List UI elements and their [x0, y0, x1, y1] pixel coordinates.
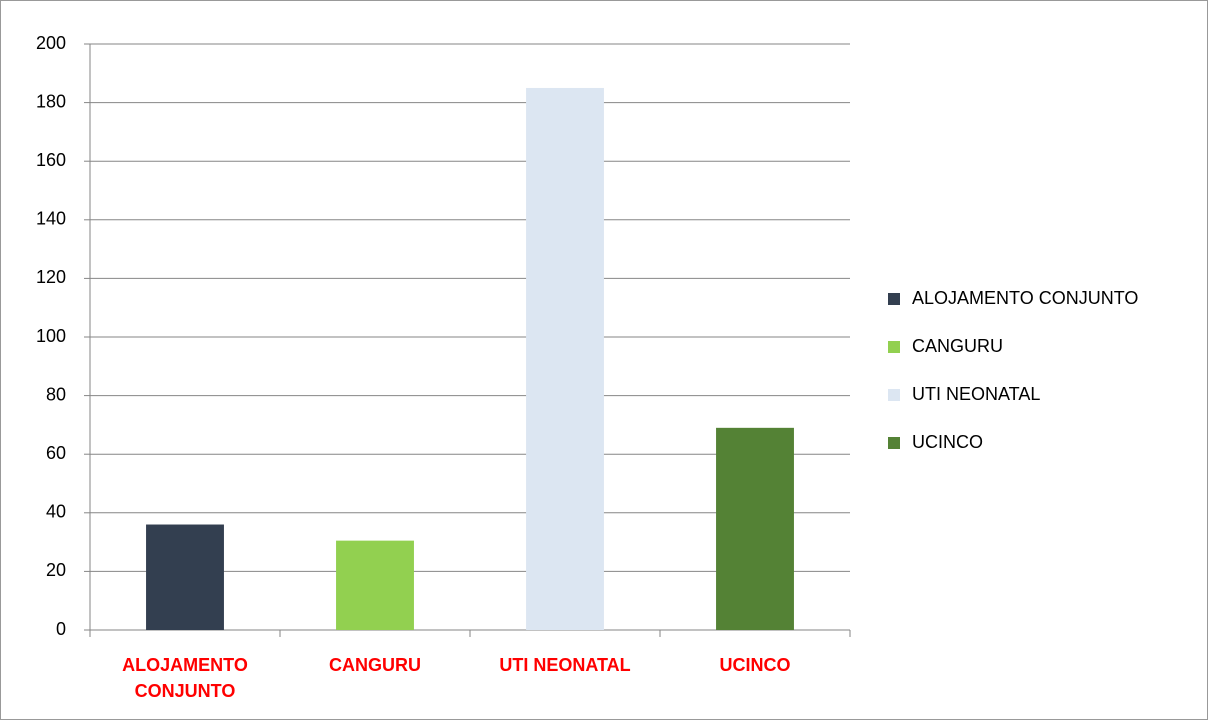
bar	[146, 524, 224, 630]
y-tick-label: 20	[46, 560, 66, 580]
bar	[336, 540, 414, 630]
legend-label: ALOJAMENTO CONJUNTO	[912, 288, 1138, 308]
x-tick-label: CANGURU	[329, 655, 421, 675]
y-tick-label: 180	[36, 91, 66, 111]
y-tick-label: 140	[36, 209, 66, 229]
y-tick-label: 120	[36, 267, 66, 287]
y-tick-label: 0	[56, 619, 66, 639]
x-tick-label: UCINCO	[719, 655, 791, 675]
legend-swatch	[888, 341, 900, 353]
legend-label: CANGURU	[912, 336, 1003, 356]
legend-swatch	[888, 437, 900, 449]
x-tick-label: ALOJAMENTO CONJUNTO	[122, 655, 248, 701]
y-tick-label: 160	[36, 150, 66, 170]
legend-label: UCINCO	[912, 432, 983, 452]
y-tick-label: 200	[36, 33, 66, 53]
legend-swatch	[888, 293, 900, 305]
legend-swatch	[888, 389, 900, 401]
y-tick-label: 40	[46, 502, 66, 522]
y-tick-label: 100	[36, 326, 66, 346]
y-tick-label: 80	[46, 384, 66, 404]
y-tick-label: 60	[46, 443, 66, 463]
bar	[526, 87, 604, 630]
legend-label: UTI NEONATAL	[912, 384, 1040, 404]
x-tick-label: UTI NEONATAL	[499, 655, 631, 675]
bar	[716, 427, 794, 630]
